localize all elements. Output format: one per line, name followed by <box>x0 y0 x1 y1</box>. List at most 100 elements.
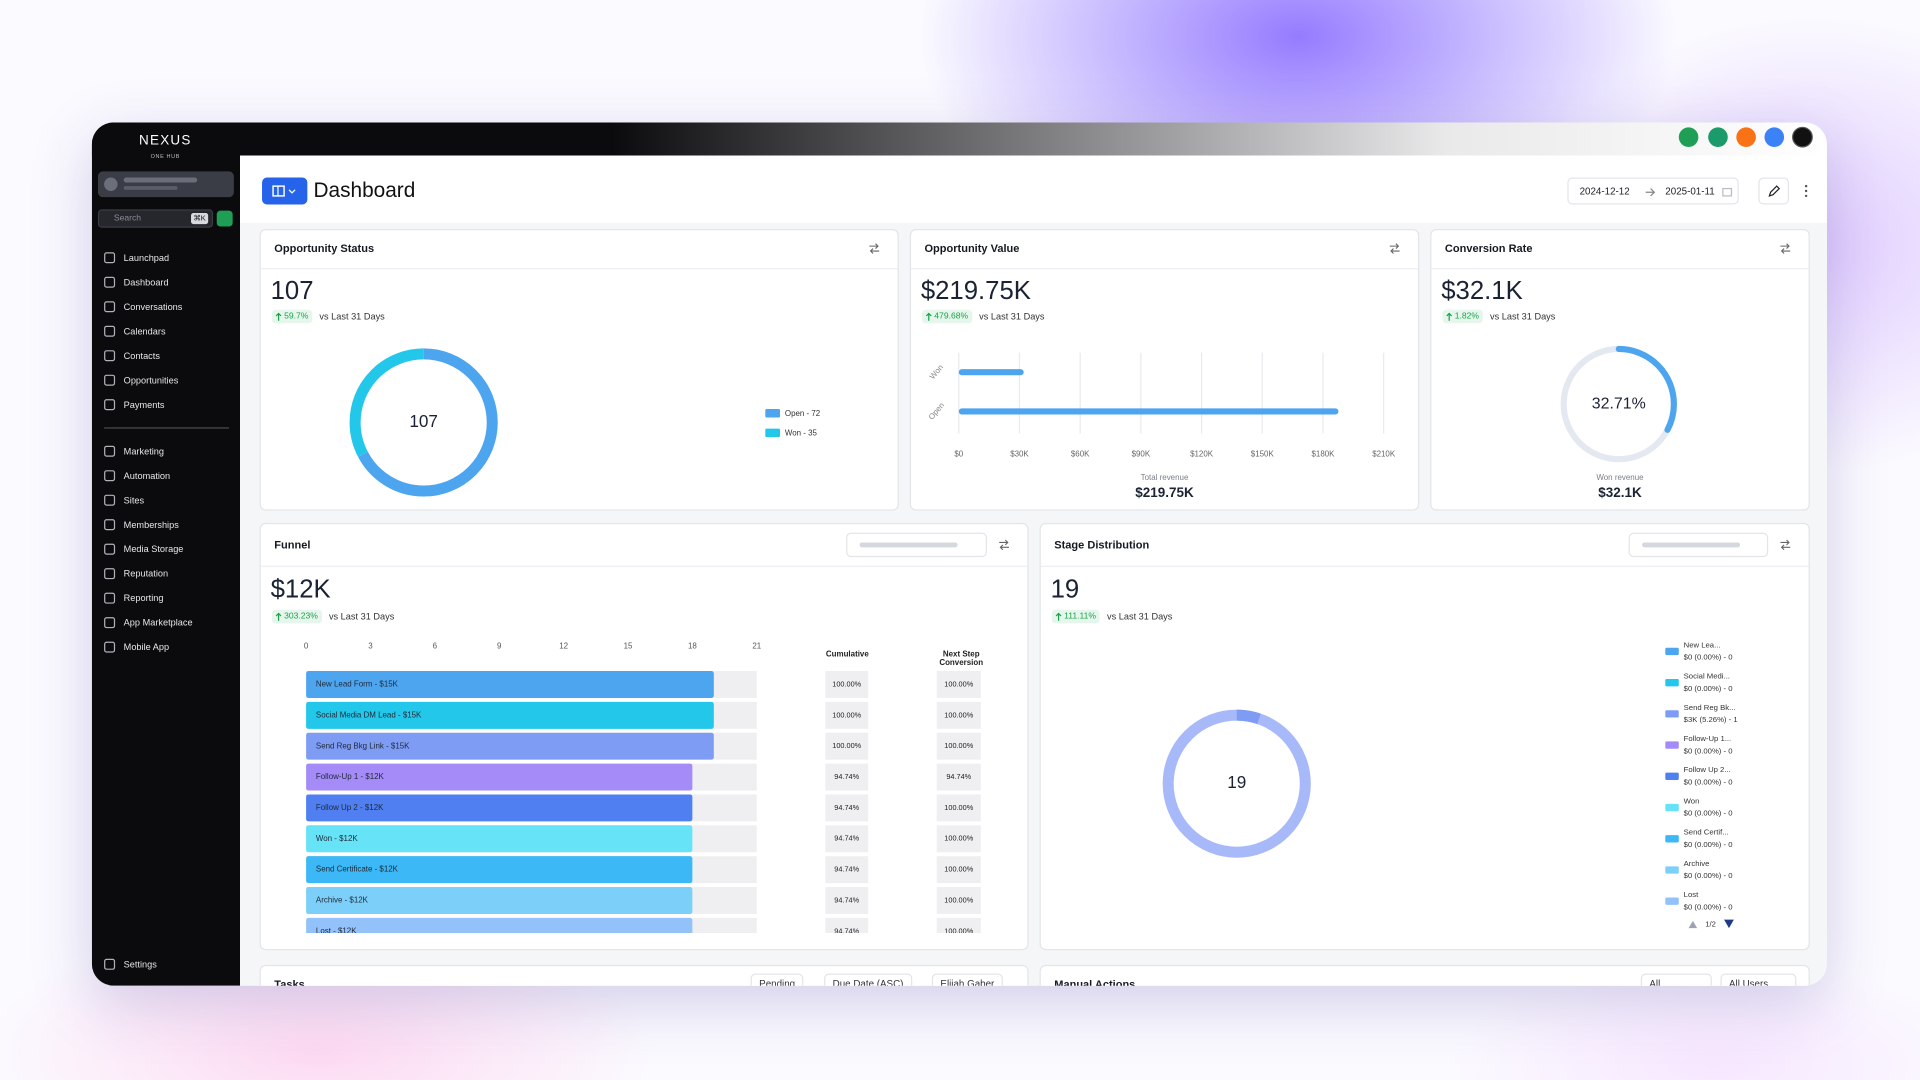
table-cell <box>825 887 869 914</box>
nav-item[interactable]: Contacts <box>92 343 240 367</box>
up-arrow <box>1446 312 1453 321</box>
profile-icon[interactable] <box>1792 126 1813 148</box>
legend-detail: $0 (0.00%) - 0 <box>1684 840 1733 849</box>
table-cell <box>936 763 981 791</box>
bar-label: Archive - $12K <box>316 896 369 905</box>
search-shortcut: ⌘K <box>191 213 209 225</box>
account-switcher[interactable] <box>97 171 234 198</box>
more-menu[interactable] <box>1801 181 1811 201</box>
x-tick-label: 9 <box>497 642 502 651</box>
nav-item[interactable]: Memberships <box>92 512 240 536</box>
stage-distribution-card: Stage Distribution 19 111.11% vs Last 31 … <box>1039 522 1810 951</box>
compare-text: vs Last 31 Days <box>319 311 385 323</box>
cumulative-value: 100.00% <box>832 741 861 750</box>
nav-item[interactable]: Payments <box>92 392 240 416</box>
swap-icon[interactable] <box>1389 242 1401 254</box>
metric-value: $12K <box>270 575 331 604</box>
legend-label: Lost <box>1684 890 1699 899</box>
card-divider <box>260 565 1028 567</box>
nav-icon <box>104 251 116 263</box>
nav-item[interactable]: Sites <box>92 487 240 511</box>
bar <box>306 763 693 791</box>
table-cell <box>825 856 869 884</box>
legend-label: Archive <box>1684 859 1710 868</box>
cumulative-value: 100.00% <box>832 679 861 688</box>
legend-swatch <box>765 428 780 438</box>
tagline: ONE HUB <box>150 153 180 160</box>
legend-page: 1/2 <box>1705 920 1716 929</box>
filter-dropdown[interactable]: Pending <box>750 973 804 986</box>
compare-text: vs Last 31 Days <box>1490 311 1556 323</box>
card-title: Stage Distribution <box>1054 538 1150 552</box>
nav-item[interactable]: Reporting <box>92 585 240 609</box>
tasks-card: Tasks Pending Due Date (ASC) Elijah Gabe… <box>259 964 1029 986</box>
change-value: 59.7% <box>284 312 309 321</box>
next-step-value: 100.00% <box>944 834 973 843</box>
nav-label: App Marketplace <box>123 616 193 628</box>
swap-icon[interactable] <box>868 242 880 254</box>
filter-dropdown[interactable]: All <box>1640 973 1712 986</box>
nav-item[interactable]: Settings <box>92 951 240 975</box>
page-next[interactable] <box>1724 919 1734 929</box>
nav-icon <box>104 567 116 579</box>
call-icon[interactable] <box>1678 127 1699 147</box>
nav-item[interactable]: Media Storage <box>92 536 240 560</box>
pipeline-dropdown[interactable] <box>846 532 987 558</box>
nav-icon <box>104 543 116 555</box>
nav-item[interactable]: Mobile App <box>92 634 240 658</box>
axis-title: Won revenue <box>1596 473 1644 483</box>
bar <box>306 856 693 884</box>
top-bar <box>91 122 1827 156</box>
card-divider <box>1040 565 1809 567</box>
card-divider <box>1431 268 1809 270</box>
cumulative-value: 94.74% <box>834 772 859 781</box>
swap-icon[interactable] <box>1779 242 1791 254</box>
notification-icon[interactable] <box>1736 127 1756 147</box>
quick-add-button[interactable] <box>216 210 233 227</box>
legend-label: Open - 72 <box>785 409 821 418</box>
announce-icon[interactable] <box>1708 127 1728 147</box>
nav-item[interactable]: Reputation <box>92 561 240 585</box>
nav-item[interactable]: Marketing <box>92 438 240 462</box>
search-box[interactable]: Search ⌘K <box>97 209 214 228</box>
nav-icon <box>104 616 116 628</box>
date-range-picker[interactable]: 2024-12-12 2025-01-11 <box>1567 177 1739 205</box>
pipeline-dropdown[interactable] <box>1628 532 1769 558</box>
layout-switch-button[interactable] <box>262 177 308 205</box>
nav-item[interactable]: Conversations <box>92 294 240 318</box>
date-start: 2024-12-12 <box>1579 186 1630 198</box>
nav-item[interactable]: Automation <box>92 463 240 487</box>
nav-item[interactable]: App Marketplace <box>92 610 240 634</box>
nav-icon <box>104 276 116 288</box>
nav-icon <box>104 494 116 506</box>
nav-item[interactable]: Launchpad <box>92 245 240 269</box>
legend-detail: $0 (0.00%) - 0 <box>1684 653 1733 662</box>
nav-label: Memberships <box>123 518 179 530</box>
up-arrow <box>1055 612 1062 621</box>
page-prev[interactable] <box>1688 920 1698 929</box>
legend-swatch <box>1665 710 1679 718</box>
x-tick-label: 3 <box>368 642 373 651</box>
table-cell <box>825 701 869 729</box>
filter-dropdown[interactable]: All Users <box>1720 973 1797 986</box>
nav-item[interactable]: Calendars <box>92 318 240 342</box>
card-title: Funnel <box>274 538 311 552</box>
swap-icon[interactable] <box>998 539 1010 551</box>
compare-text: vs Last 31 Days <box>979 311 1045 323</box>
nav-label: Contacts <box>123 349 160 361</box>
pipeline-name-blurred <box>1642 542 1740 548</box>
nav-item[interactable]: Opportunities <box>92 367 240 391</box>
table-cell <box>825 825 869 853</box>
bar <box>306 825 693 853</box>
cumulative-value: 94.74% <box>834 926 859 935</box>
swap-icon[interactable] <box>1779 539 1791 551</box>
help-icon[interactable] <box>1764 127 1785 147</box>
card-divider <box>911 268 1418 270</box>
nav-item[interactable]: Dashboard <box>92 269 240 293</box>
nav-label: Marketing <box>123 445 165 457</box>
filter-dropdown[interactable]: Due Date (ASC) <box>824 973 912 986</box>
edit-button[interactable] <box>1758 177 1789 205</box>
filter-dropdown[interactable]: Elijah Gaber <box>931 973 1003 986</box>
